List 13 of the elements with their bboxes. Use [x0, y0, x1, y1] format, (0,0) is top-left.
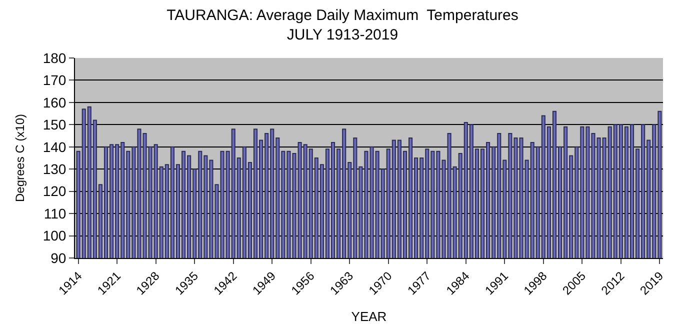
y-tick-label: 140 — [42, 138, 66, 155]
x-axis-title: YEAR — [351, 309, 387, 324]
y-tick-label: 150 — [42, 116, 66, 133]
y-tick-label: 130 — [42, 161, 66, 178]
y-tick-label: 90 — [50, 250, 66, 266]
y-tick-label: 160 — [42, 94, 66, 110]
y-tick-label: 170 — [42, 72, 66, 88]
y-tick-label: 120 — [42, 183, 66, 200]
y-axis-title: Degrees C (x10) — [13, 114, 28, 202]
y-tick-label: 110 — [44, 205, 66, 222]
y-tick-label: 180 — [42, 50, 66, 66]
chart-title: TAURANGA: Average Daily Maximum Temperatures JULY 1913-2019 — [166, 7, 518, 44]
y-tick-label: 100 — [42, 228, 66, 244]
